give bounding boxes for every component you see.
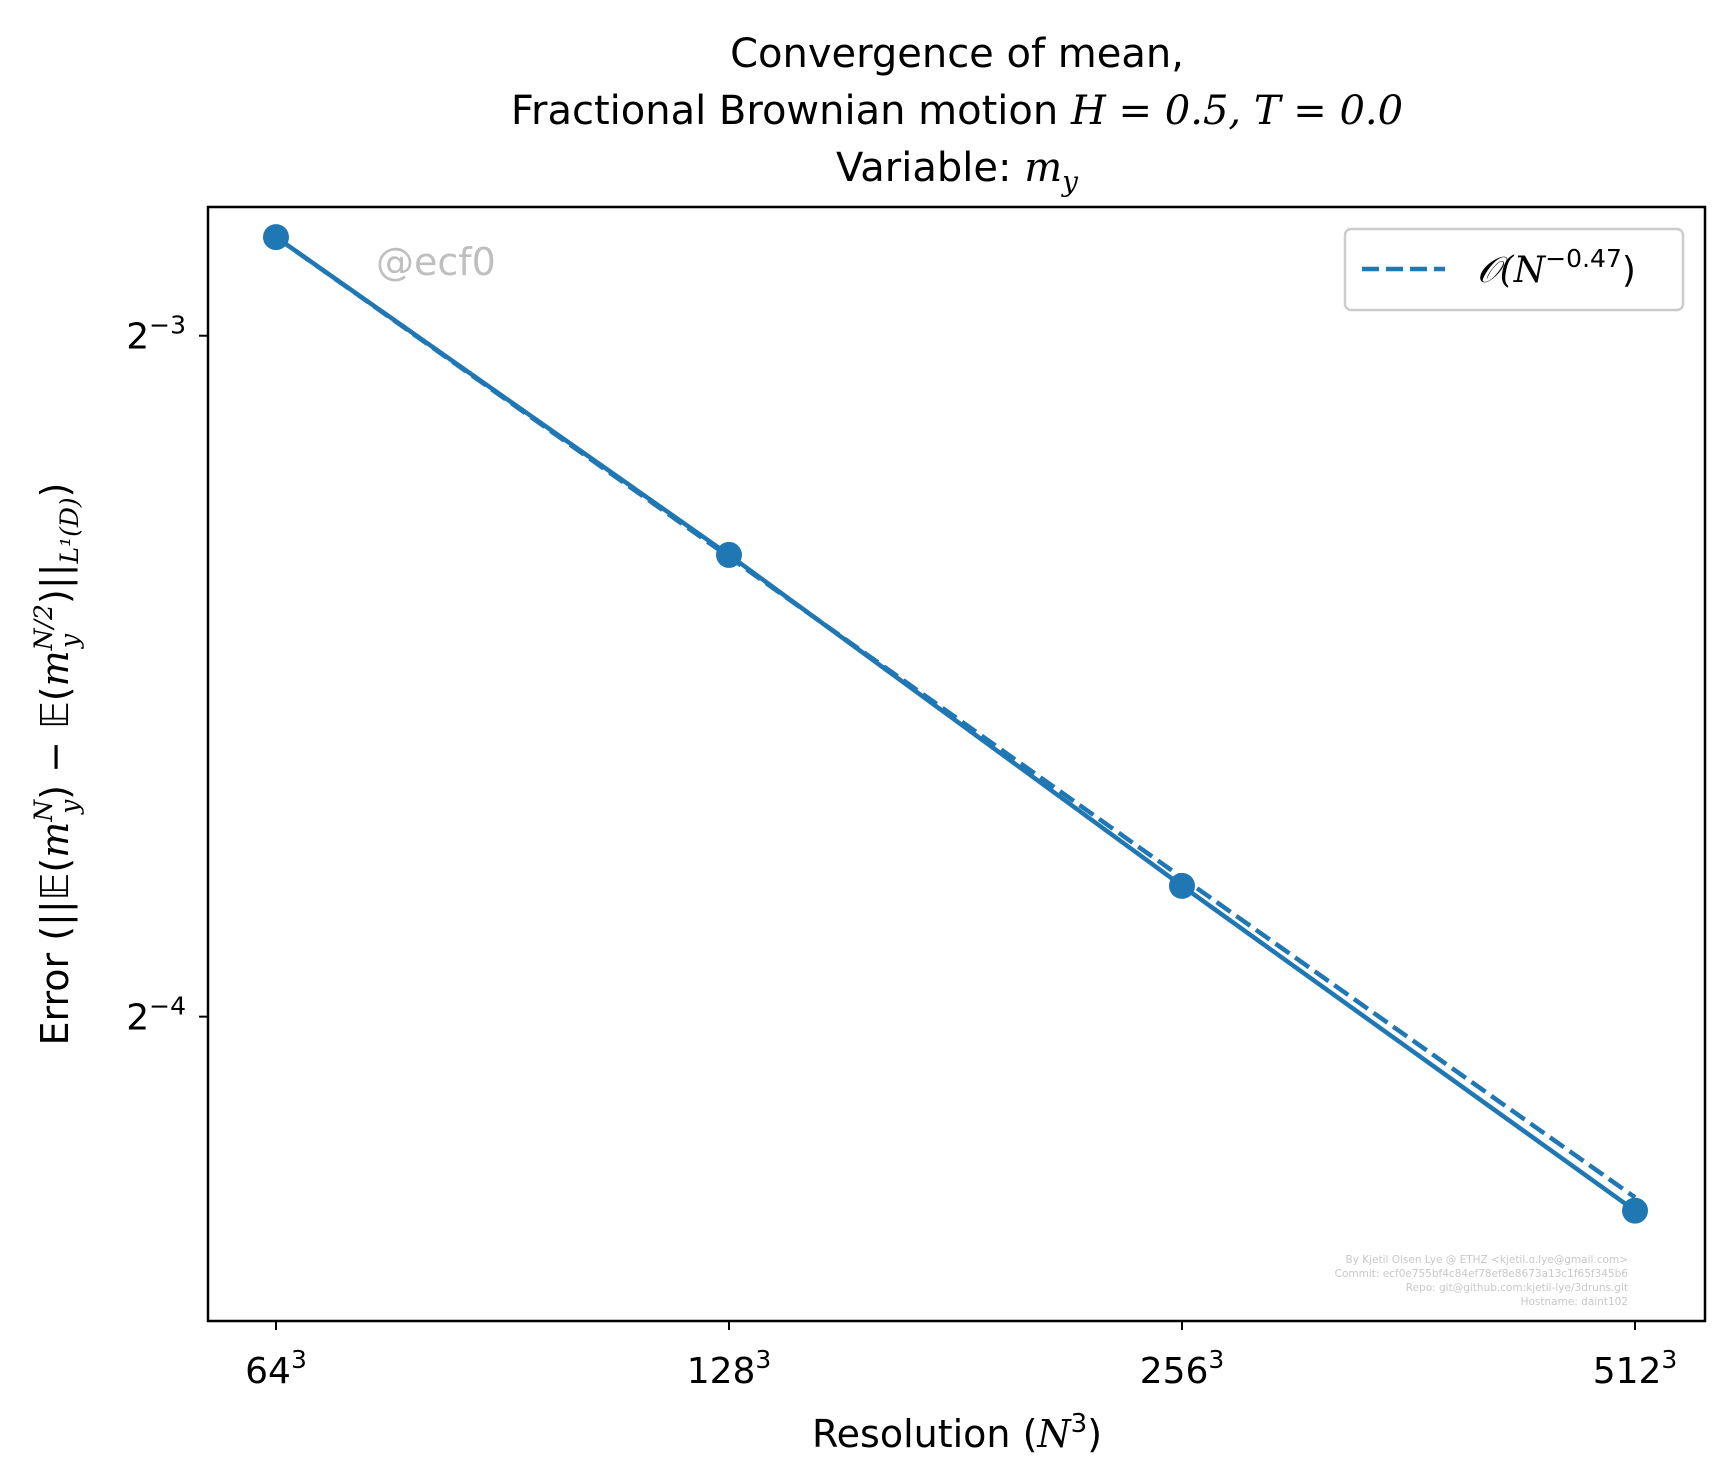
x-axis-label-suffix: ) [1087,1412,1102,1456]
title-line-3-math: m [1024,145,1062,191]
x-tick-label: 643 [245,1345,307,1392]
title-line-3: Variable: my [836,145,1079,198]
y-label-open-2: ( [33,686,77,701]
data-point [1169,872,1195,899]
watermark: @ecf0 [376,240,496,284]
y-label-suffix: ) [33,483,77,498]
y-tick-label-base: 2 [126,998,149,1039]
legend-label: 𝒪(N−0.47) [1477,244,1636,291]
x-axis-ticks: 643 1283 2563 5123 [245,1321,1677,1392]
x-axis-label-prefix: Resolution ( [812,1412,1037,1456]
x-tick-label: 5123 [1593,1345,1678,1392]
y-axis-label: Error (||𝔼(mNy) − 𝔼(mN/2y)||L¹(D)) [29,483,84,1046]
legend-label-sup: −0.47 [1545,244,1622,273]
y-label-close: )|| [33,564,78,604]
x-tick-label-sup: 3 [291,1345,307,1374]
fit-line-dashed [274,235,1637,1200]
title-line-3-sub: y [1060,165,1079,198]
y-label-sub-1: y [55,799,84,815]
series-layer [263,224,1648,1224]
x-tick-label-base: 256 [1140,1351,1209,1392]
y-label-m-1: m [33,822,77,858]
y-label-mid: ) − [33,729,77,800]
x-tick-label-base: 64 [245,1351,291,1392]
x-tick-label-sup: 3 [755,1345,771,1374]
y-label-prefix: Error (|| [33,900,78,1045]
y-label-bb-1: 𝔼 [33,873,77,901]
y-label-sup-1: N [29,799,58,823]
y-axis-ticks: 2−32−4 [126,311,208,1039]
legend: 𝒪(N−0.47) [1343,227,1685,312]
x-axis-label: Resolution (N3) [812,1409,1102,1456]
x-tick-label: 2563 [1140,1345,1225,1392]
legend-label-prefix: 𝒪(N [1477,250,1547,291]
footer-line-3: Repo: git@github.com:kjetil-lye/3druns.g… [1406,1282,1628,1294]
x-axis-label-var: N [1036,1412,1072,1456]
title-line-2: Fractional Brownian motion H = 0.5, T = … [511,88,1403,134]
x-tick-label: 1283 [687,1345,772,1392]
footer-line-2: Commit: ecf0e755bf4c84ef78ef8e8673a13c1f… [1335,1268,1629,1280]
y-label-open-1: ( [33,858,77,873]
x-tick-label-base: 128 [687,1351,756,1392]
data-point [1622,1197,1648,1224]
title-line-2-math: H = 0.5, T = 0.0 [1070,88,1403,134]
data-point [263,224,289,251]
y-label-sub-2: y [55,633,84,649]
y-label-norm-sub: L¹(D) [55,497,84,564]
legend-label-suffix: ) [1622,250,1636,291]
y-tick-label-sup: −4 [149,992,186,1021]
legend-box [1343,227,1685,312]
y-label-sup-2: N/2 [29,604,58,651]
x-axis-label-sup: 3 [1071,1409,1088,1439]
y-label-m-2: m [33,650,77,686]
x-tick-label-sup: 3 [1661,1345,1677,1374]
y-tick-label-base: 2 [126,317,149,358]
title-line-2-text: Fractional Brownian motion [511,88,1071,134]
footer-info: By Kjetil Olsen Lye @ ETHZ <kjetil.o.lye… [1335,1254,1629,1308]
title-line-1: Convergence of mean, [730,31,1184,77]
footer-line-1: By Kjetil Olsen Lye @ ETHZ <kjetil.o.lye… [1345,1254,1628,1266]
title-line-3-text: Variable: [836,145,1024,191]
x-tick-label-base: 512 [1593,1351,1662,1392]
plot-area [206,205,1707,1323]
y-tick-label: 2−4 [126,992,186,1039]
y-tick-label: 2−3 [126,311,186,358]
data-point [716,541,742,568]
chart-title: Convergence of mean, Fractional Brownian… [511,31,1403,198]
y-tick-label-sup: −3 [149,311,186,340]
x-tick-label-sup: 3 [1208,1345,1224,1374]
y-label-bb-2: 𝔼 [33,701,77,729]
footer-line-4: Hostname: daint102 [1521,1296,1628,1308]
